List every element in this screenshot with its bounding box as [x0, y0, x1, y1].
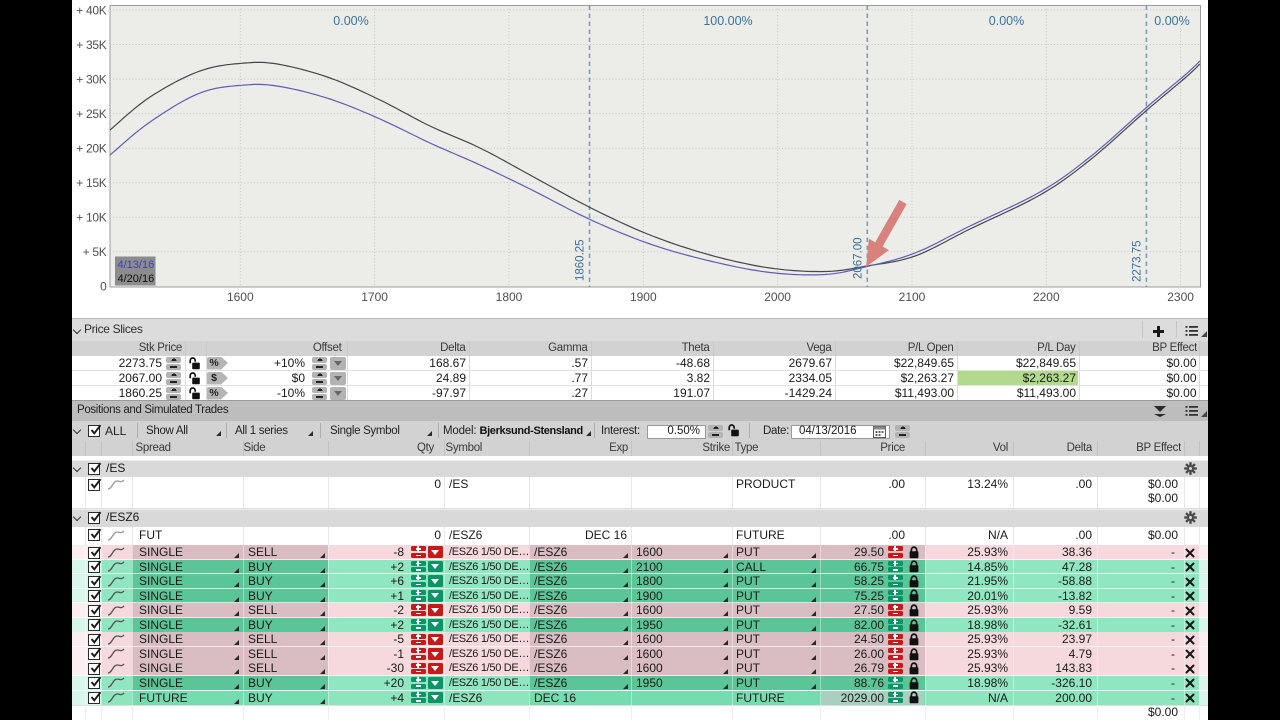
svg-text:+ 5K: + 5K — [83, 245, 107, 259]
svg-text:0.00%: 0.00% — [989, 14, 1024, 28]
svg-text:2067.00: 2067.00 — [852, 237, 864, 279]
svg-text:2100: 2100 — [899, 290, 926, 304]
svg-text:+ 10K: + 10K — [76, 211, 106, 225]
svg-text:1900: 1900 — [630, 290, 657, 304]
svg-text:1860.25: 1860.25 — [575, 239, 587, 281]
svg-text:2200: 2200 — [1033, 290, 1060, 304]
svg-text:0.00%: 0.00% — [333, 14, 368, 28]
svg-text:+ 40K: + 40K — [76, 3, 106, 17]
svg-text:+ 20K: + 20K — [76, 142, 106, 156]
svg-text:4/13/16: 4/13/16 — [118, 259, 155, 271]
svg-text:0: 0 — [100, 280, 107, 294]
svg-text:2000: 2000 — [764, 290, 791, 304]
svg-text:+ 30K: + 30K — [76, 72, 106, 86]
svg-text:+ 25K: + 25K — [76, 107, 106, 121]
svg-text:100.00%: 100.00% — [703, 14, 752, 28]
svg-text:4/20/16: 4/20/16 — [118, 273, 155, 285]
svg-text:+ 35K: + 35K — [76, 38, 106, 52]
svg-text:+ 15K: + 15K — [76, 176, 106, 190]
svg-text:0.00%: 0.00% — [1154, 14, 1189, 28]
svg-text:2300: 2300 — [1167, 290, 1194, 304]
svg-text:1600: 1600 — [227, 290, 254, 304]
svg-text:1800: 1800 — [496, 290, 523, 304]
svg-text:2273.75: 2273.75 — [1131, 240, 1143, 282]
svg-text:1700: 1700 — [361, 290, 388, 304]
